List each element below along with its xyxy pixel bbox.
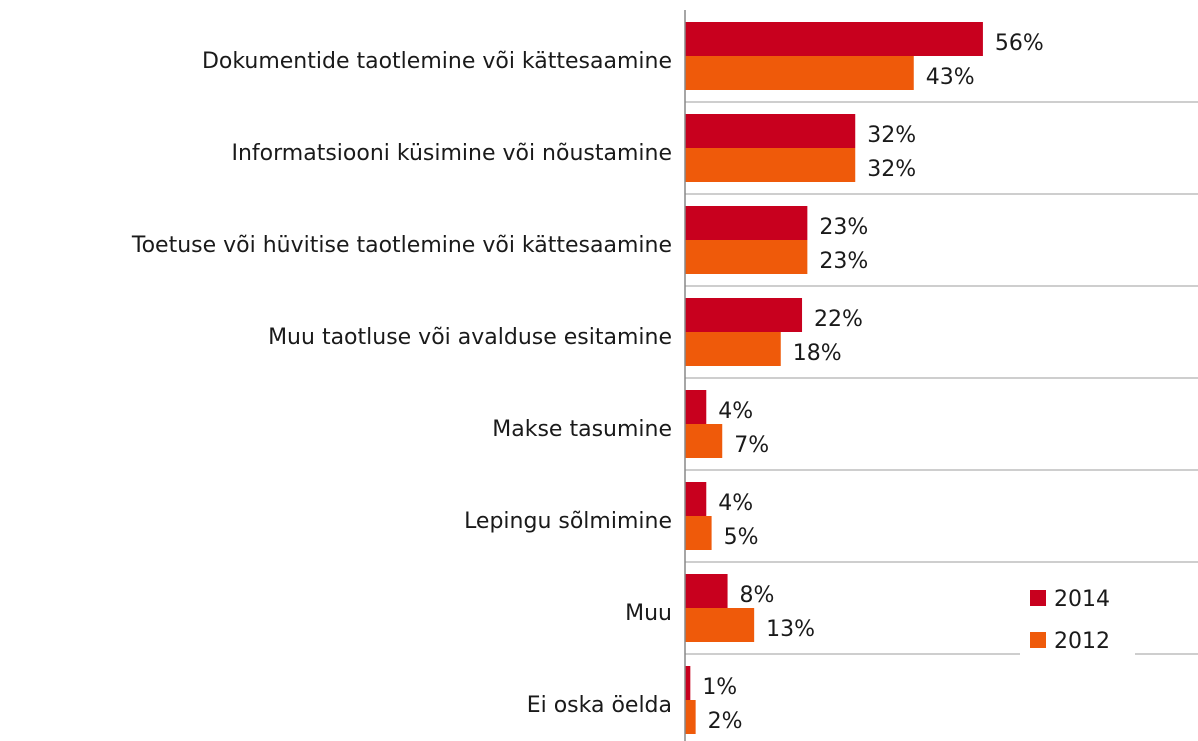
category-label: Informatsiooni küsimine või nõustamine bbox=[232, 141, 673, 166]
bar bbox=[685, 240, 808, 274]
bar bbox=[685, 608, 755, 642]
bar bbox=[685, 700, 696, 734]
bar bbox=[685, 298, 803, 332]
bar bbox=[685, 206, 808, 240]
bar bbox=[685, 148, 856, 182]
value-label: 43% bbox=[926, 65, 975, 90]
category-label: Dokumentide taotlemine või kättesaamine bbox=[202, 49, 672, 74]
legend-swatch bbox=[1030, 590, 1046, 606]
category-label: Makse tasumine bbox=[492, 417, 672, 442]
value-label: 32% bbox=[867, 157, 916, 182]
value-label: 7% bbox=[734, 433, 769, 458]
value-label: 4% bbox=[718, 399, 753, 424]
bar bbox=[685, 516, 712, 550]
legend-label: 2014 bbox=[1054, 587, 1110, 612]
category-label: Muu taotluse või avalduse esitamine bbox=[268, 325, 672, 350]
value-label: 22% bbox=[814, 307, 863, 332]
category-label: Muu bbox=[625, 601, 672, 626]
value-label: 32% bbox=[867, 123, 916, 148]
bar bbox=[685, 22, 983, 56]
bar bbox=[685, 574, 728, 608]
legend-swatch bbox=[1030, 632, 1046, 648]
value-label: 56% bbox=[995, 31, 1044, 56]
value-label: 4% bbox=[718, 491, 753, 516]
value-label: 13% bbox=[766, 617, 815, 642]
category-label: Toetuse või hüvitise taotlemine või kätt… bbox=[131, 233, 672, 258]
category-label: Ei oska öelda bbox=[527, 693, 672, 718]
bar bbox=[685, 390, 707, 424]
bar bbox=[685, 666, 691, 700]
bar bbox=[685, 482, 707, 516]
value-label: 1% bbox=[702, 675, 737, 700]
value-label: 18% bbox=[793, 341, 842, 366]
value-label: 23% bbox=[819, 215, 868, 240]
bar bbox=[685, 332, 781, 366]
category-label: Lepingu sõlmimine bbox=[464, 509, 672, 534]
bar bbox=[685, 114, 856, 148]
value-label: 2% bbox=[708, 709, 743, 734]
bar bbox=[685, 424, 723, 458]
value-label: 5% bbox=[724, 525, 759, 550]
value-label: 23% bbox=[819, 249, 868, 274]
legend-label: 2012 bbox=[1054, 629, 1110, 654]
bar bbox=[685, 56, 914, 90]
value-label: 8% bbox=[740, 583, 775, 608]
